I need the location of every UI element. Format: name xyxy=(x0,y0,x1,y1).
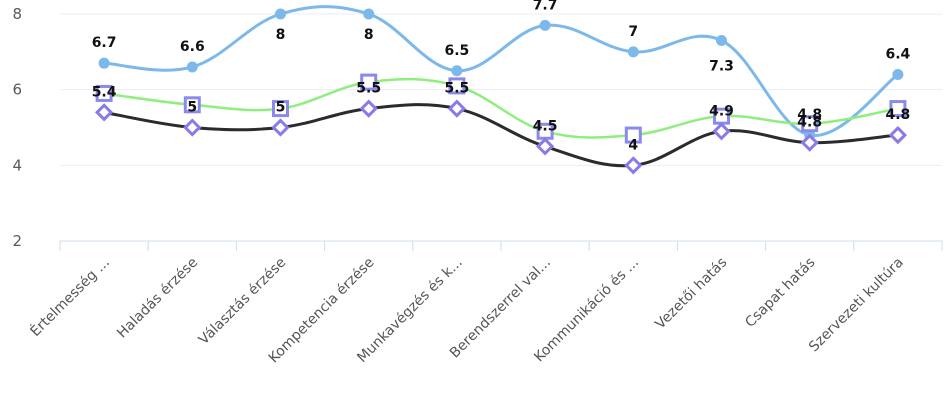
data-label: 4.9 xyxy=(709,103,734,119)
x-tick-label: Szervezeti kultúra xyxy=(806,255,907,356)
series-line xyxy=(104,5,899,137)
series-point xyxy=(359,99,378,118)
data-label: 4.8 xyxy=(797,107,822,123)
data-label: 7.3 xyxy=(709,58,734,74)
data-label: 6.4 xyxy=(885,47,910,63)
data-label: 8 xyxy=(364,27,374,43)
series-point xyxy=(624,126,642,144)
series-point xyxy=(363,8,375,20)
x-tick-label: Haladás érzése xyxy=(114,255,201,342)
data-label: 6.7 xyxy=(92,35,117,51)
x-tick-label: Csapat hatás xyxy=(742,255,818,331)
y-tick-label: 6 xyxy=(12,81,22,99)
series-point xyxy=(801,115,819,133)
data-label: 5.5 xyxy=(444,81,469,97)
series-2 xyxy=(94,99,908,175)
series-point xyxy=(892,69,904,81)
series-point xyxy=(539,19,551,31)
y-tick-label: 2 xyxy=(12,232,22,250)
series-point xyxy=(800,133,819,152)
series-point xyxy=(535,137,555,156)
data-label: 5.4 xyxy=(92,84,117,100)
x-tick-label: Berendszerrel val... xyxy=(447,255,554,362)
data-label: 4 xyxy=(628,137,638,153)
data-label: 4.8 xyxy=(797,115,822,131)
series-point xyxy=(272,100,289,118)
series-point xyxy=(624,156,643,175)
data-label: 8 xyxy=(276,27,286,43)
series-point xyxy=(94,103,114,122)
grid xyxy=(60,13,942,166)
series-line xyxy=(103,77,899,139)
x-tick-label: Választás érzése xyxy=(196,255,290,349)
x-tick-label: Vezetői hatás xyxy=(652,255,730,333)
data-label: 6.6 xyxy=(180,39,205,55)
series-point xyxy=(888,125,908,145)
series-point xyxy=(447,99,467,118)
data-label: 5.5 xyxy=(356,81,381,97)
y-tick-label: 4 xyxy=(12,156,22,174)
series-line xyxy=(103,103,899,168)
y-axis: 2 4 6 8 xyxy=(12,5,22,250)
x-tick-label: Értelmesség ... xyxy=(27,254,113,340)
series-point xyxy=(712,122,731,141)
data-label: 5 xyxy=(276,100,286,116)
data-label: 4.8 xyxy=(885,107,910,123)
series-point xyxy=(275,8,286,20)
series-point xyxy=(186,61,198,73)
series-1 xyxy=(95,73,907,144)
data-label: 7 xyxy=(628,24,638,40)
series-0 xyxy=(98,5,904,141)
data-label: 5 xyxy=(187,100,197,116)
data-label: 4.5 xyxy=(533,118,558,134)
series-point xyxy=(183,96,201,114)
data-label: 7.7 xyxy=(533,0,558,13)
series-point xyxy=(451,65,463,77)
data-label: 6.5 xyxy=(444,43,469,59)
series xyxy=(94,5,908,175)
series-point xyxy=(889,100,907,118)
y-tick-label: 8 xyxy=(12,5,22,23)
series-point xyxy=(183,118,202,137)
series-point xyxy=(627,46,639,58)
series-point xyxy=(448,77,466,95)
series-point xyxy=(716,34,727,46)
series-point xyxy=(98,57,110,69)
series-point xyxy=(271,118,290,137)
series-point xyxy=(360,73,378,91)
data-labels: 6.7 6.6 8 8 6.5 7.7 7 7.3 4.8 6.4 5.4 5 5 5.5 5.5 4.5 4 4… xyxy=(92,0,911,153)
series-point xyxy=(95,84,113,102)
